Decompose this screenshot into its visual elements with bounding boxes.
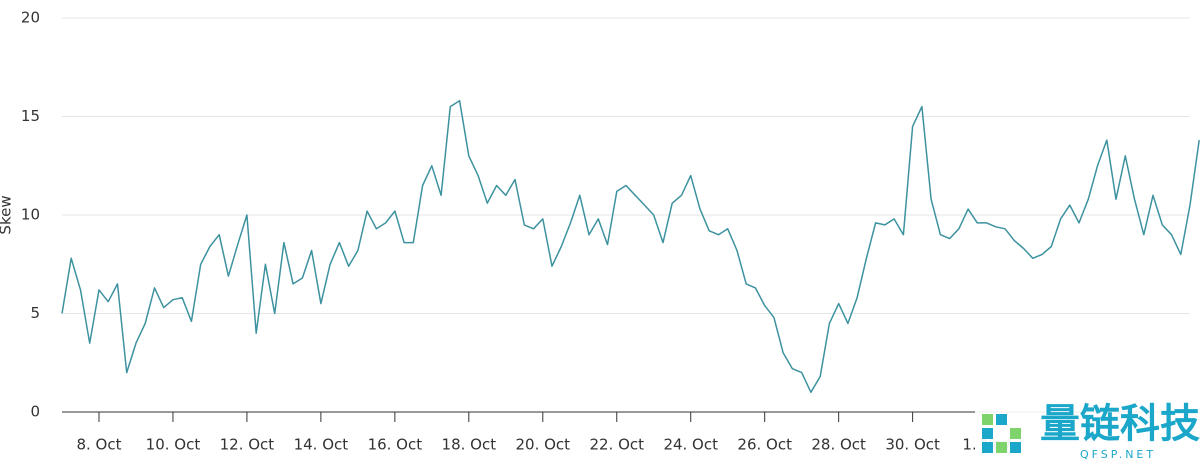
x-tick-label: 24. Oct: [663, 436, 718, 454]
y-axis-title: Skew: [0, 195, 15, 234]
watermark-logo-square: [996, 414, 1007, 425]
watermark-logo-square: [982, 414, 993, 425]
watermark-subtitle: QFSP.NET: [1080, 448, 1156, 461]
y-tick-label: 10: [21, 206, 40, 224]
x-tick-label: 18. Oct: [442, 436, 497, 454]
y-tick-label: 15: [21, 107, 40, 125]
x-tick-label: 10. Oct: [146, 436, 201, 454]
watermark-logo-square: [982, 428, 993, 439]
y-tick-label: 5: [30, 304, 40, 322]
x-tick-label: 8. Oct: [76, 436, 121, 454]
watermark-logo-square: [996, 442, 1007, 453]
x-tick-label: 22. Oct: [589, 436, 644, 454]
x-tick-label: 14. Oct: [294, 436, 349, 454]
watermark-logo-square: [1010, 428, 1021, 439]
x-tick-label: 28. Oct: [811, 436, 866, 454]
x-tick-label: 12. Oct: [220, 436, 275, 454]
y-tick-label: 0: [30, 403, 40, 421]
x-tick-label: 26. Oct: [737, 436, 792, 454]
y-tick-label: 20: [21, 9, 40, 27]
x-tick-label: 30. Oct: [885, 436, 940, 454]
watermark-logo-square: [982, 442, 993, 453]
x-tick-label: 16. Oct: [368, 436, 423, 454]
x-tick-label: 20. Oct: [516, 436, 571, 454]
watermark-title: 量链科技: [1040, 401, 1200, 447]
watermark-logo-square: [1010, 442, 1021, 453]
line-series: [61, 99, 1200, 394]
